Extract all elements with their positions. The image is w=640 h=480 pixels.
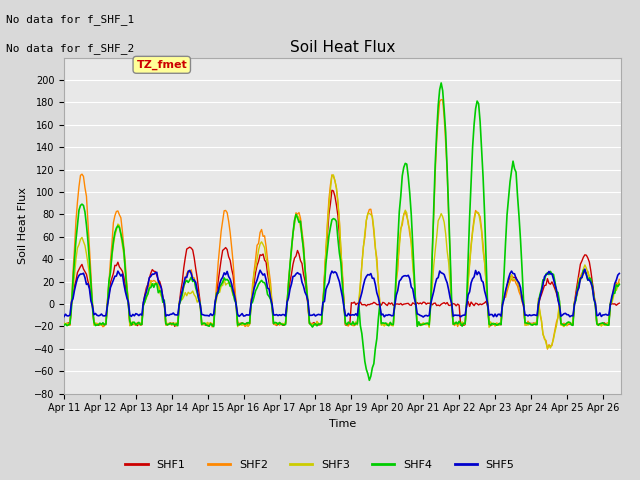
Title: Soil Heat Flux: Soil Heat Flux [290,40,395,55]
Legend: SHF1, SHF2, SHF3, SHF4, SHF5: SHF1, SHF2, SHF3, SHF4, SHF5 [121,456,519,474]
Y-axis label: Soil Heat Flux: Soil Heat Flux [18,187,28,264]
Text: No data for f_SHF_1: No data for f_SHF_1 [6,14,134,25]
X-axis label: Time: Time [329,419,356,429]
Text: TZ_fmet: TZ_fmet [136,60,187,70]
Text: No data for f_SHF_2: No data for f_SHF_2 [6,43,134,54]
